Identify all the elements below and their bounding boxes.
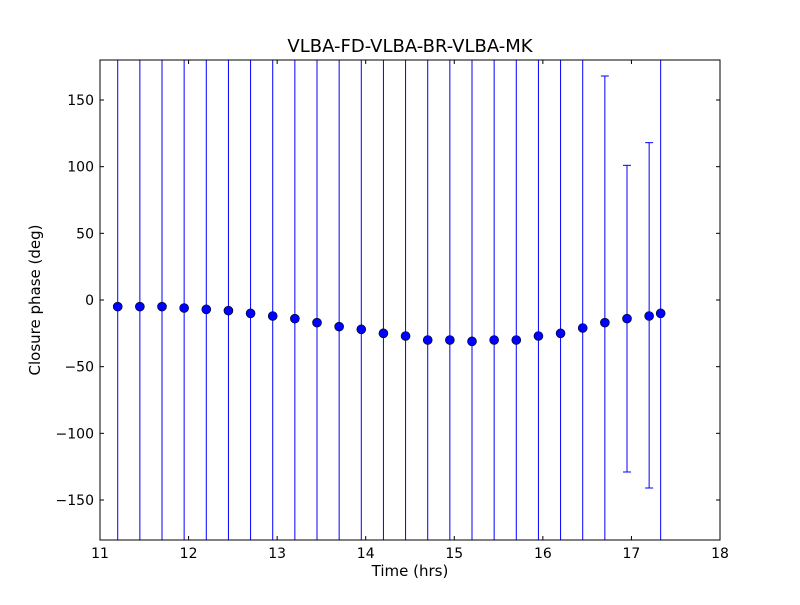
x-tick-label: 17 <box>623 546 641 562</box>
data-point <box>334 321 344 332</box>
data-point <box>378 328 389 339</box>
y-tick-label: −50 <box>64 360 94 376</box>
y-tick-label: 150 <box>67 93 94 109</box>
data-point <box>577 323 588 333</box>
data-point <box>223 305 234 316</box>
x-tick-label: 16 <box>534 546 552 562</box>
data-point <box>135 301 145 312</box>
chart-title: VLBA-FD-VLBA-BR-VLBA-MK <box>287 36 533 57</box>
x-tick-label: 12 <box>180 546 198 562</box>
data-point <box>467 336 477 347</box>
data-point <box>655 308 666 319</box>
y-tick-label: 0 <box>85 293 94 309</box>
data-point <box>157 301 167 312</box>
x-axis-label: Time (hrs) <box>371 562 449 580</box>
y-tick-label: −100 <box>56 426 94 442</box>
data-layer <box>112 60 666 540</box>
data-point <box>201 304 212 315</box>
data-point <box>600 317 610 328</box>
y-tick-label: 100 <box>67 160 94 176</box>
data-point <box>622 313 632 324</box>
data-point <box>312 317 322 328</box>
x-tick-label: 18 <box>711 546 729 562</box>
data-point <box>356 324 367 335</box>
data-point <box>400 331 411 341</box>
data-point <box>489 335 499 345</box>
data-point <box>290 313 300 324</box>
data-point <box>112 301 123 312</box>
data-point <box>267 311 278 321</box>
data-point <box>422 335 433 345</box>
y-tick-label: 50 <box>76 226 94 242</box>
data-point <box>445 335 455 345</box>
data-point <box>179 303 189 313</box>
data-point <box>644 311 654 321</box>
data-point <box>511 335 522 345</box>
y-axis-label: Closure phase (deg) <box>26 225 44 376</box>
data-point <box>245 308 256 319</box>
x-tick-label: 11 <box>91 546 109 562</box>
data-point <box>555 328 566 339</box>
y-tick-label: −150 <box>56 493 94 509</box>
x-tick-label: 13 <box>268 546 286 562</box>
x-tick-label: 14 <box>357 546 375 562</box>
data-point <box>533 331 544 341</box>
axis-ticks: 11 12 13 14 15 16 17 18 −150 −100 −50 0 50 100 150 <box>56 60 729 562</box>
x-tick-label: 15 <box>445 546 463 562</box>
